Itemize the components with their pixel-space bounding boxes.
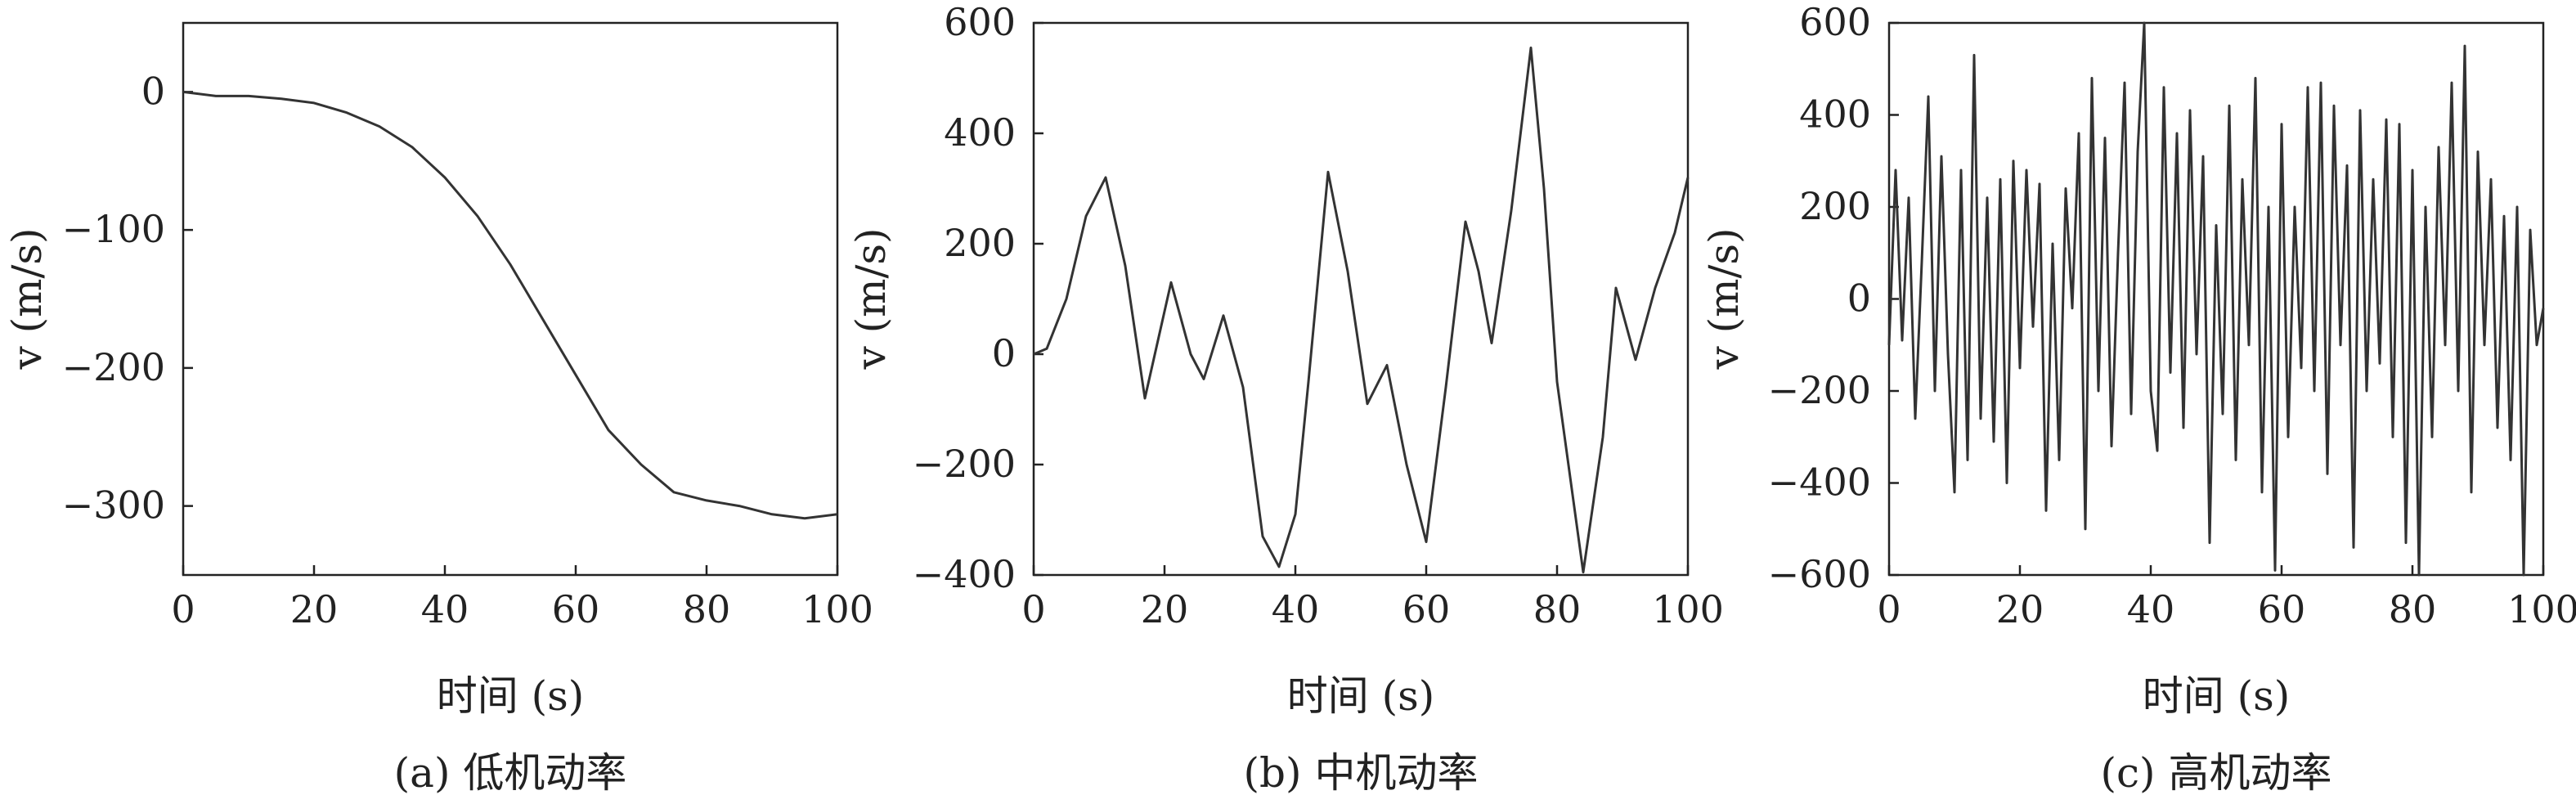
- y-tick-label-a: −100: [62, 207, 165, 251]
- x-tick-label-c: 20: [1996, 587, 2044, 631]
- velocity-line-c: [1887, 21, 2545, 577]
- y-tick-label-b: 400: [944, 110, 1016, 155]
- x-axis-label-b: 时间 (s): [1287, 672, 1435, 720]
- ticks-c: 0 20 40 60 80 100 600 400 200 0 −200 −400 −600: [1768, 0, 2576, 631]
- y-tick-label-c: −200: [1768, 368, 1871, 412]
- x-tick-label-a: 60: [552, 587, 600, 631]
- y-tick-label-b: −200: [913, 442, 1016, 486]
- y-tick-label-b: 200: [944, 221, 1016, 265]
- x-tick-label-b: 20: [1141, 587, 1189, 631]
- y-axis-label-c: v (m/s): [1700, 227, 1748, 370]
- y-tick-label-c: −400: [1768, 460, 1871, 505]
- caption-b: (b) 中机动率: [1244, 749, 1479, 797]
- plot-frame-a: [182, 21, 839, 577]
- panel-mid-maneuver: 0 20 40 60 80 100 600 400 200 0 −200 −400 v (m/s) 时…: [847, 0, 1724, 797]
- x-tick-label-c: 80: [2389, 587, 2437, 631]
- x-tick-label-a: 40: [421, 587, 469, 631]
- x-tick-label-c: 60: [2258, 587, 2306, 631]
- caption-a: (a) 低机动率: [394, 749, 627, 797]
- caption-c: (c) 高机动率: [2101, 749, 2332, 797]
- x-tick-label-a: 100: [801, 587, 873, 631]
- x-tick-label-c: 0: [1877, 587, 1901, 631]
- x-tick-label-a: 0: [171, 587, 195, 631]
- y-tick-label-b: −400: [913, 552, 1016, 596]
- y-tick-label-a: −200: [62, 345, 165, 389]
- x-tick-label-b: 100: [1652, 587, 1724, 631]
- y-tick-label-c: 600: [1799, 0, 1871, 44]
- x-tick-label-a: 20: [290, 587, 339, 631]
- x-axis-label-a: 时间 (s): [437, 672, 585, 720]
- x-tick-label-c: 100: [2507, 587, 2576, 631]
- y-axis-label-a: v (m/s): [3, 227, 51, 370]
- x-tick-label-b: 80: [1533, 587, 1582, 631]
- x-tick-label-c: 40: [2127, 587, 2175, 631]
- panel-high-maneuver: 0 20 40 60 80 100 600 400 200 0 −200 −400 −600 v (m/…: [1700, 0, 2576, 797]
- ticks-b: 0 20 40 60 80 100 600 400 200 0 −200 −400: [913, 0, 1724, 631]
- x-tick-label-b: 40: [1272, 587, 1320, 631]
- y-tick-label-c: 400: [1799, 92, 1871, 137]
- y-tick-label-c: 200: [1799, 184, 1871, 228]
- x-tick-label-b: 0: [1021, 587, 1045, 631]
- x-tick-label-b: 60: [1402, 587, 1451, 631]
- y-tick-label-a: 0: [141, 69, 165, 113]
- y-tick-label-a: −300: [62, 483, 165, 528]
- y-tick-label-c: 0: [1847, 276, 1871, 321]
- y-axis-label-b: v (m/s): [847, 227, 895, 370]
- x-tick-label-a: 80: [683, 587, 731, 631]
- plot-frame-b: [1032, 21, 1690, 577]
- ticks-a: 0 20 40 60 80 100 0 −100 −200 −300: [62, 69, 873, 631]
- x-axis-label-c: 时间 (s): [2143, 672, 2291, 720]
- y-tick-label-b: 600: [944, 0, 1016, 44]
- velocity-line-b: [1033, 46, 1690, 574]
- panel-low-maneuver: 0 20 40 60 80 100 0 −100 −200 −300 v (m/s) 时间 (s)…: [3, 21, 873, 797]
- velocity-line-a: [182, 90, 838, 520]
- y-tick-label-c: −600: [1768, 552, 1871, 596]
- y-tick-label-b: 0: [992, 331, 1016, 375]
